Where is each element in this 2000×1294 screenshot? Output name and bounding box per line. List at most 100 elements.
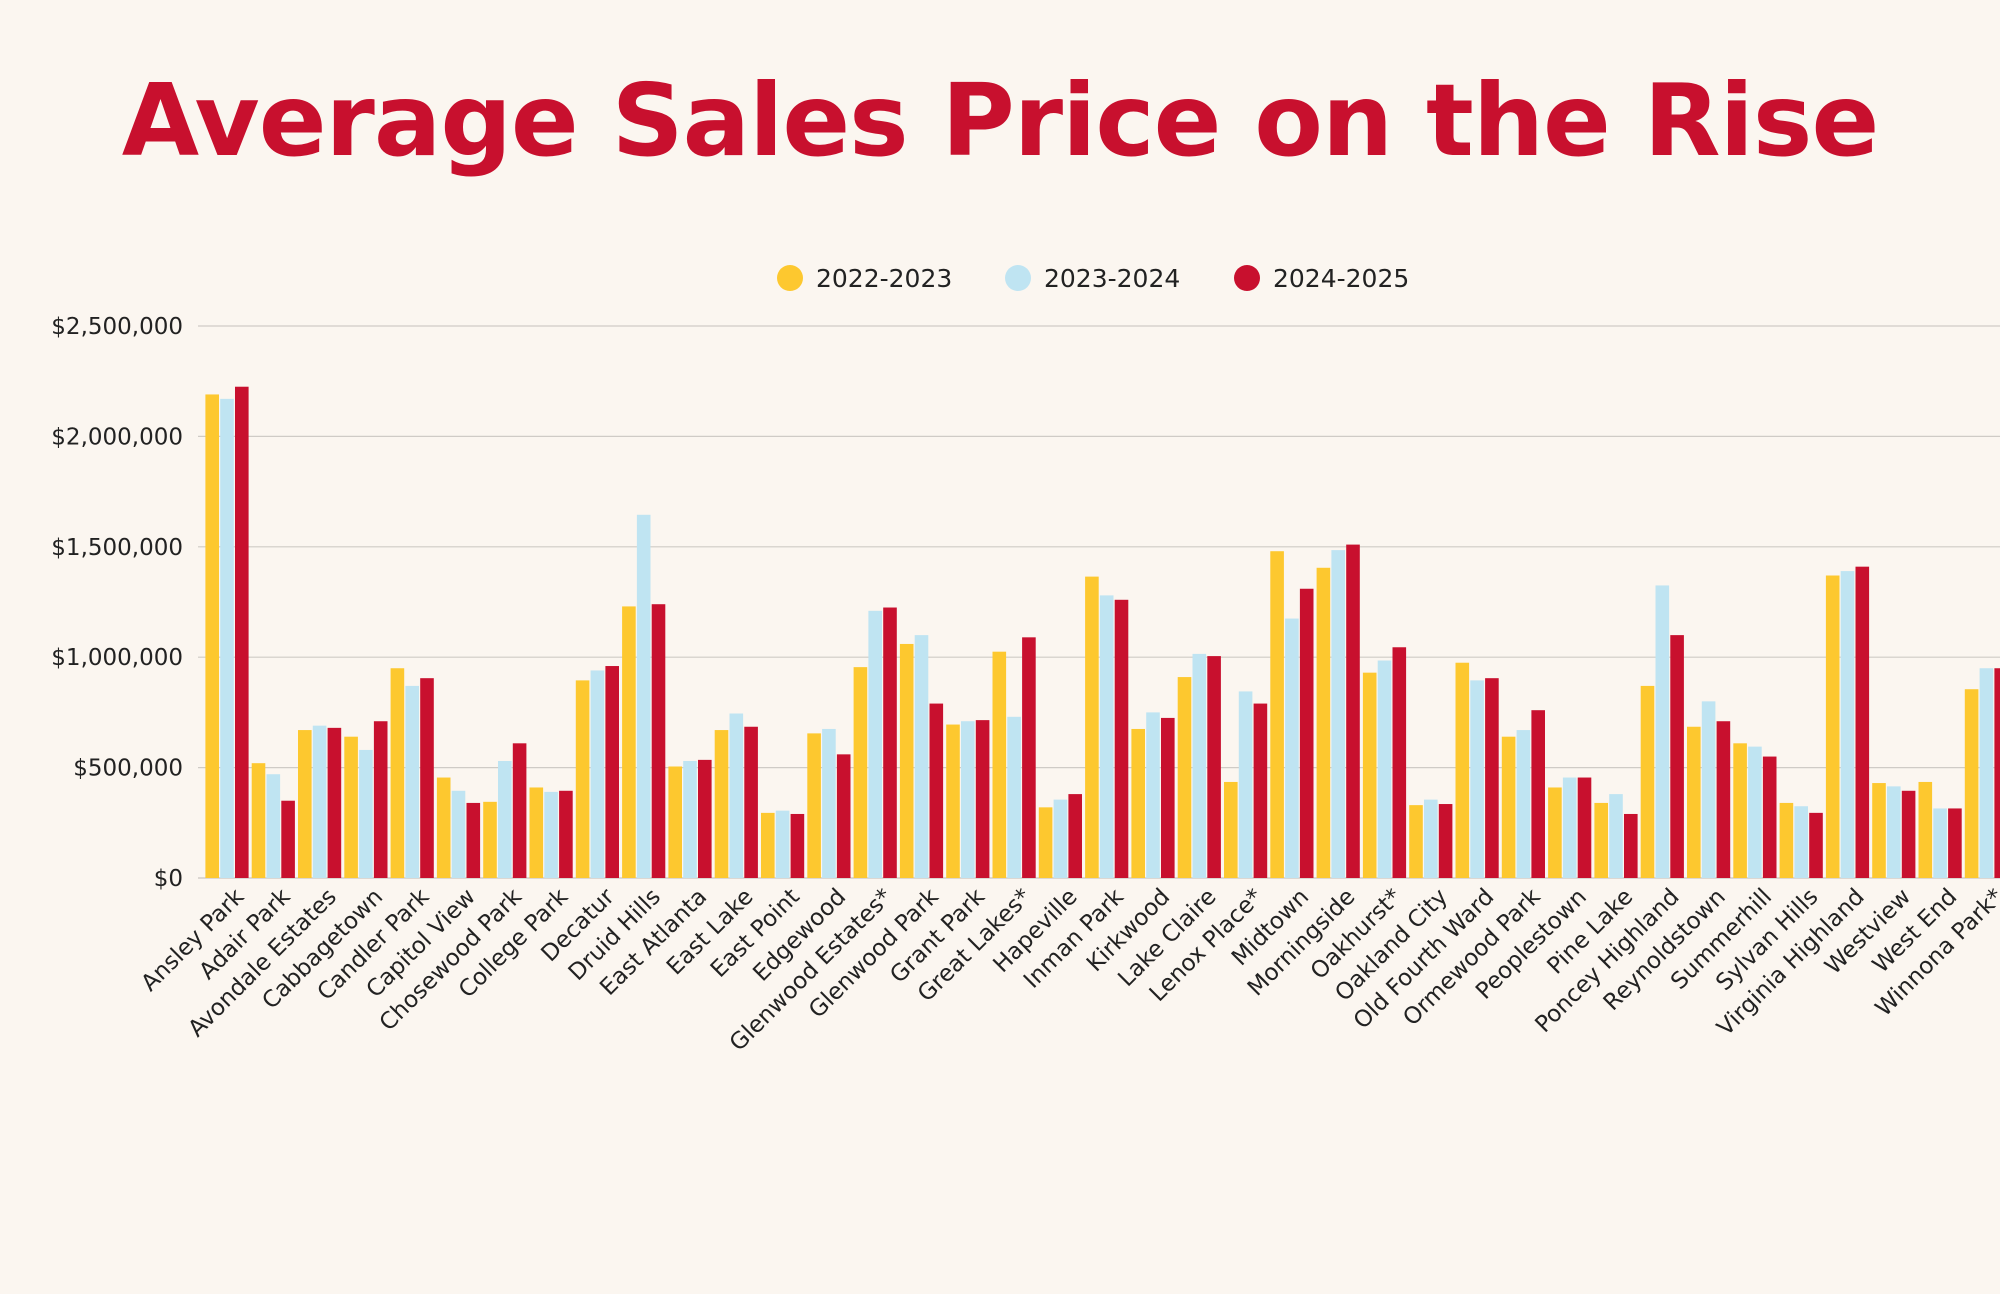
bar (483, 801, 497, 878)
bar (1687, 726, 1701, 878)
bar (1207, 656, 1221, 878)
bar (1577, 777, 1592, 878)
bar (1238, 691, 1253, 878)
bar (1994, 668, 2000, 878)
bar (1161, 717, 1175, 878)
bar (298, 730, 312, 878)
bar (359, 749, 373, 878)
bar (1809, 812, 1823, 878)
bar (390, 668, 405, 878)
bar (1516, 730, 1531, 878)
y-tick-label: $2,500,000 (51, 314, 183, 340)
bar (1562, 777, 1577, 878)
bar (1177, 677, 1192, 878)
bar (1253, 703, 1268, 878)
bar (622, 606, 636, 878)
bar (790, 813, 805, 878)
bar (498, 760, 512, 878)
y-tick-label: $0 (154, 866, 183, 892)
bar (590, 670, 605, 878)
legend: 2022-2023 2023-2024 2024-2025 (777, 264, 1409, 293)
bar (1068, 794, 1082, 878)
y-tick-label: $2,000,000 (51, 424, 183, 450)
bar (1438, 804, 1453, 878)
bar (651, 604, 666, 878)
bar (729, 713, 744, 878)
bar (946, 724, 960, 878)
bar (1979, 668, 1994, 878)
bar (1392, 647, 1407, 878)
bar (235, 386, 249, 878)
bar (668, 766, 682, 878)
bar (1779, 802, 1794, 878)
bar (1346, 544, 1360, 878)
bar (1022, 637, 1036, 878)
bar (1285, 618, 1299, 878)
bar (929, 703, 944, 878)
bar (683, 760, 697, 878)
bar (1131, 728, 1145, 878)
bar (1701, 701, 1716, 878)
bar (914, 635, 929, 878)
bar (1270, 551, 1284, 878)
bar (1316, 567, 1331, 878)
bar (822, 728, 836, 878)
bar (1640, 685, 1655, 878)
bar (1485, 678, 1499, 878)
bar (1594, 802, 1608, 878)
bar (205, 394, 219, 878)
bar (281, 800, 295, 878)
bar (698, 759, 712, 878)
bar (312, 725, 327, 878)
bar (1470, 680, 1484, 878)
bar (512, 743, 527, 878)
bar (1609, 794, 1623, 878)
bar (1099, 595, 1114, 878)
bar (466, 802, 481, 878)
bar (1146, 712, 1160, 878)
y-tick-label: $500,000 (73, 756, 183, 782)
bar (1872, 783, 1886, 878)
bar (1114, 599, 1129, 878)
bar (1733, 743, 1747, 878)
bar (1825, 575, 1840, 878)
bar (1901, 790, 1916, 878)
bar (575, 680, 590, 878)
bar (1331, 550, 1345, 878)
bar (1933, 808, 1947, 878)
bar (544, 791, 558, 878)
bar (251, 763, 266, 878)
bar (853, 667, 868, 878)
bar (1085, 576, 1099, 878)
bar (327, 727, 342, 878)
bar (1548, 787, 1562, 878)
bar (775, 810, 790, 878)
bar (1840, 571, 1855, 878)
bar (636, 514, 651, 878)
bar (344, 736, 358, 878)
bar (1038, 807, 1053, 878)
bar (1624, 813, 1638, 878)
bar (220, 398, 234, 878)
bar (1748, 746, 1762, 878)
bar (1948, 808, 1962, 878)
legend-label: 2022-2023 (816, 264, 952, 293)
bar (1655, 585, 1670, 878)
bar (1224, 781, 1238, 878)
legend-label: 2023-2024 (1044, 264, 1180, 293)
bar (761, 812, 775, 878)
legend-marker (1234, 265, 1260, 291)
bar (1762, 756, 1777, 878)
bar (1455, 662, 1470, 878)
bar (405, 685, 419, 878)
bar (1716, 721, 1731, 878)
bar (266, 774, 281, 878)
bar (883, 607, 897, 878)
bar (1887, 786, 1901, 878)
bar (975, 720, 990, 878)
bar (1299, 588, 1314, 878)
bar (807, 733, 821, 878)
bar (1377, 660, 1392, 878)
